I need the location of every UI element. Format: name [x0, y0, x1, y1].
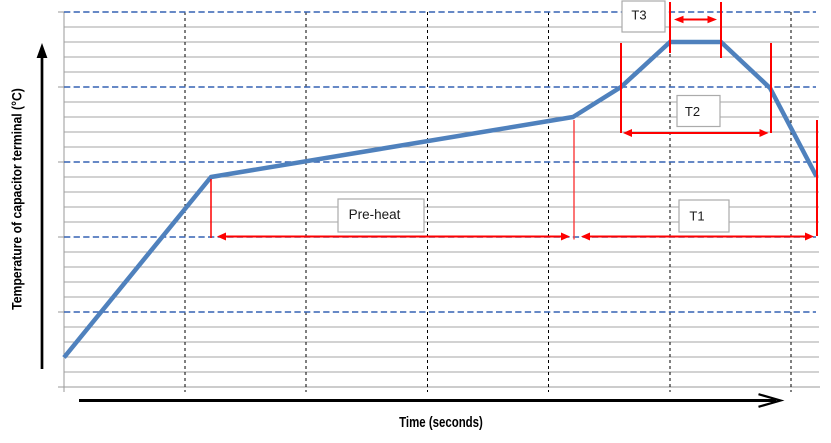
svg-text:Temperature of capacitor termi: Temperature of capacitor terminal (°C) [9, 88, 25, 310]
svg-text:T1: T1 [689, 209, 704, 224]
svg-text:T2: T2 [685, 104, 700, 119]
svg-text:Time (seconds): Time (seconds) [399, 413, 483, 430]
svg-text:T3: T3 [631, 7, 646, 22]
svg-text:Pre-heat: Pre-heat [349, 207, 401, 222]
